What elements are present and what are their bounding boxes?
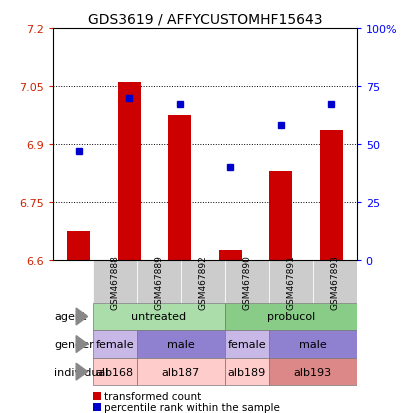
Bar [67,231,90,260]
Bar [93,403,101,411]
Bar [319,131,342,260]
Text: probucol: probucol [266,312,314,322]
Bar [224,260,268,303]
Text: male: male [298,339,326,349]
Bar [117,83,140,260]
Text: alb187: alb187 [161,367,200,377]
Polygon shape [76,336,88,353]
Bar [93,330,137,358]
Bar [93,358,137,385]
Text: agent: agent [54,312,86,322]
Polygon shape [76,309,88,325]
Bar [137,260,180,303]
Text: alb193: alb193 [293,367,331,377]
Bar [137,330,224,358]
Text: percentile rank within the sample: percentile rank within the sample [103,402,279,412]
Bar [268,358,356,385]
Text: individual: individual [54,367,108,377]
Text: male: male [166,339,194,349]
Bar [224,303,356,330]
Text: GSM467891: GSM467891 [285,254,294,309]
Text: GSM467888: GSM467888 [110,254,119,309]
Text: transformed count: transformed count [103,391,201,401]
Text: GSM467890: GSM467890 [242,254,251,309]
Bar [224,358,268,385]
Bar [312,260,356,303]
Bar [93,303,224,330]
Text: GSM467893: GSM467893 [329,254,338,309]
Bar [268,260,312,303]
Text: GSM467892: GSM467892 [198,254,207,309]
Text: alb168: alb168 [96,367,134,377]
Bar [137,358,224,385]
Text: female: female [227,339,265,349]
Bar [180,260,224,303]
Text: alb189: alb189 [227,367,265,377]
Text: gender: gender [54,339,94,349]
Title: GDS3619 / AFFYCUSTOMHF15643: GDS3619 / AFFYCUSTOMHF15643 [88,12,321,26]
Text: untreated: untreated [131,312,186,322]
Text: GSM467889: GSM467889 [154,254,163,309]
Bar [218,251,241,260]
Bar [93,260,137,303]
Bar [93,392,101,400]
Bar [269,171,292,260]
Bar [268,330,356,358]
Bar [224,330,268,358]
Text: female: female [95,339,134,349]
Bar [168,116,191,260]
Polygon shape [76,363,88,380]
